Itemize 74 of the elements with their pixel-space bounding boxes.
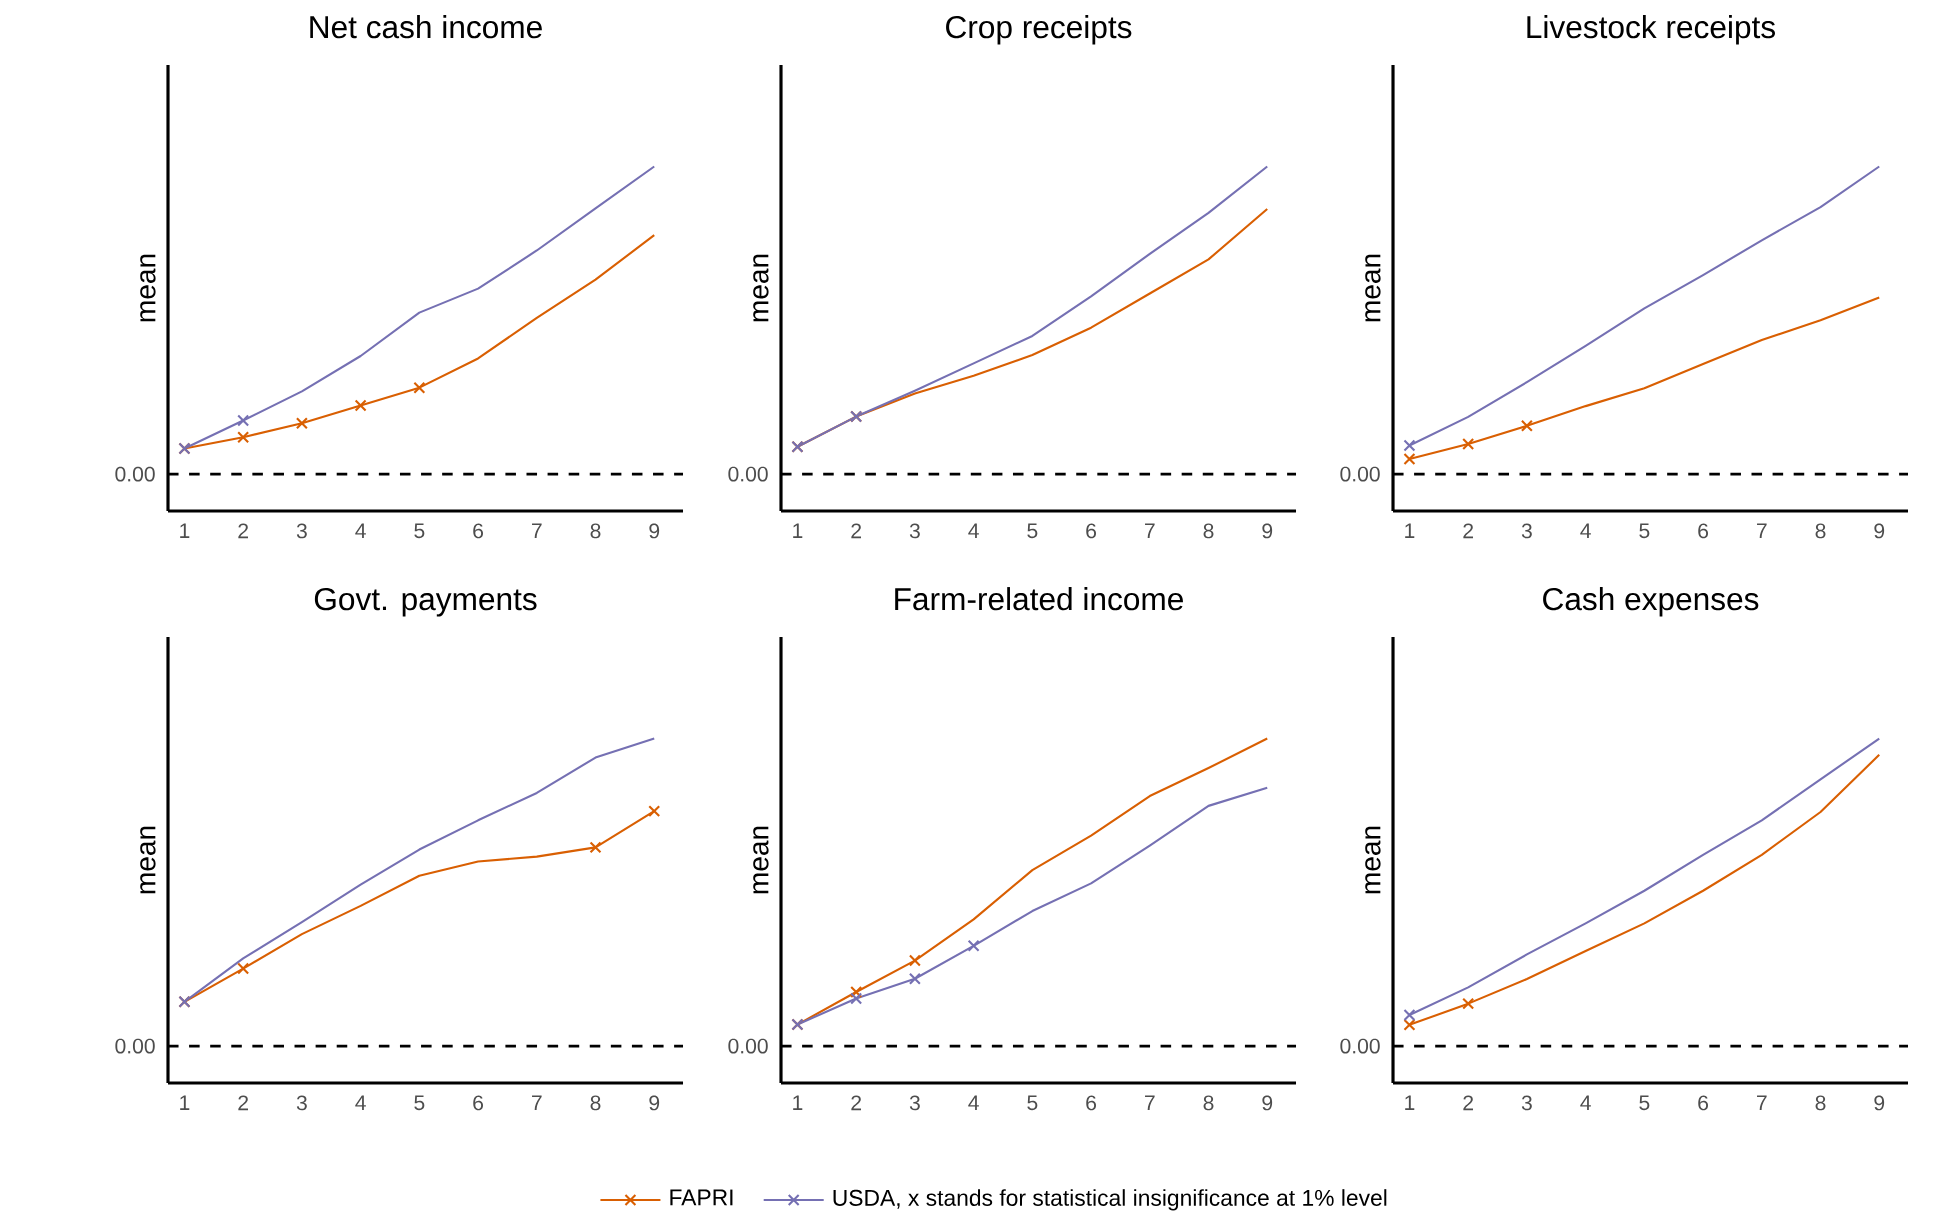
x-tick-label: 9	[1874, 1095, 1885, 1111]
x-tick-label: 3	[296, 1095, 307, 1111]
chart-title: Cash expenses	[1543, 587, 1759, 617]
chart-title: Govt. payments	[314, 587, 537, 617]
x-tick-label: 8	[590, 1095, 601, 1111]
x-tick-label: 8	[1203, 523, 1214, 539]
x-tick-label: 1	[793, 523, 803, 538]
x-tick-label: 1	[180, 523, 190, 538]
x-tick-label: 5	[1027, 523, 1038, 539]
x-tick-label: 8	[1203, 1095, 1214, 1111]
y-axis-title: mean	[753, 254, 769, 322]
x-tick-label: 6	[1698, 523, 1709, 539]
x-tick-label: 5	[414, 523, 425, 539]
x-tick-label: 4	[355, 1095, 366, 1110]
x-tick-label: 2	[238, 523, 248, 539]
x-tick-label: 4	[968, 1095, 979, 1110]
x-tick-label: 2	[1463, 523, 1474, 539]
ref-line-label: 0.00	[1340, 1038, 1380, 1054]
ref-line-label: 0.00	[115, 466, 155, 482]
x-tick-label: 2	[238, 1095, 248, 1111]
legend-label: USDA, x stands for statistical insignificance at 1% level	[833, 1189, 1387, 1211]
x-tick-label: 8	[1815, 1095, 1826, 1111]
x-tick-label: 4	[1580, 1095, 1591, 1110]
x-tick-label: 5	[414, 1095, 425, 1111]
x-tick-label: 6	[1698, 1095, 1709, 1111]
ref-line-label: 0.00	[115, 1038, 155, 1054]
x-tick-label: 5	[1639, 523, 1650, 539]
x-tick-label: 9	[1262, 523, 1273, 539]
y-axis-title: mean	[1365, 826, 1381, 894]
x-tick-label: 8	[1815, 523, 1826, 539]
x-tick-label: 3	[1521, 523, 1532, 539]
x-tick-label: 9	[1874, 523, 1885, 539]
chart-title: Farm-related income	[895, 587, 1183, 611]
x-tick-label: 2	[851, 1095, 861, 1111]
x-tick-label: 9	[649, 523, 660, 539]
x-tick-label: 2	[1463, 1095, 1474, 1111]
chart-title: Net cash income	[310, 15, 542, 39]
x-tick-label: 9	[649, 1095, 660, 1111]
x-tick-label: 7	[1145, 523, 1155, 538]
x-tick-label: 1	[793, 1095, 803, 1110]
x-tick-label: 6	[473, 523, 484, 539]
x-tick-label: 3	[296, 523, 307, 539]
y-axis-title: mean	[1365, 254, 1381, 322]
x-tick-label: 6	[473, 1095, 484, 1111]
chart-title: Crop receipts	[946, 15, 1132, 45]
x-tick-label: 4	[1580, 523, 1591, 538]
legend-label: FAPRI	[670, 1189, 733, 1206]
x-tick-label: 4	[355, 523, 366, 538]
x-tick-label: 4	[968, 523, 979, 538]
x-tick-label: 7	[1145, 1095, 1155, 1110]
x-tick-label: 7	[532, 523, 542, 538]
x-tick-label: 6	[1086, 523, 1097, 539]
x-tick-label: 1	[1405, 1095, 1415, 1110]
y-axis-title: mean	[753, 826, 769, 894]
x-tick-label: 3	[909, 1095, 920, 1111]
x-tick-label: 1	[1405, 523, 1415, 538]
ref-line-label: 0.00	[1340, 466, 1380, 482]
x-tick-label: 9	[1262, 1095, 1273, 1111]
x-tick-label: 8	[590, 523, 601, 539]
ref-line-label: 0.00	[728, 1038, 768, 1054]
x-tick-label: 3	[1521, 1095, 1532, 1111]
y-axis-title: mean	[140, 826, 156, 894]
x-tick-label: 7	[1757, 1095, 1767, 1110]
x-tick-label: 6	[1086, 1095, 1097, 1111]
x-tick-label: 7	[532, 1095, 542, 1110]
x-tick-label: 3	[909, 523, 920, 539]
ref-line-label: 0.00	[728, 466, 768, 482]
chart-title: Livestock receipts	[1527, 15, 1775, 45]
x-tick-label: 5	[1027, 1095, 1038, 1111]
x-tick-label: 2	[851, 523, 861, 539]
x-tick-label: 1	[180, 1095, 190, 1110]
x-tick-label: 7	[1757, 523, 1767, 538]
y-axis-title: mean	[140, 254, 156, 322]
x-tick-label: 5	[1639, 1095, 1650, 1111]
